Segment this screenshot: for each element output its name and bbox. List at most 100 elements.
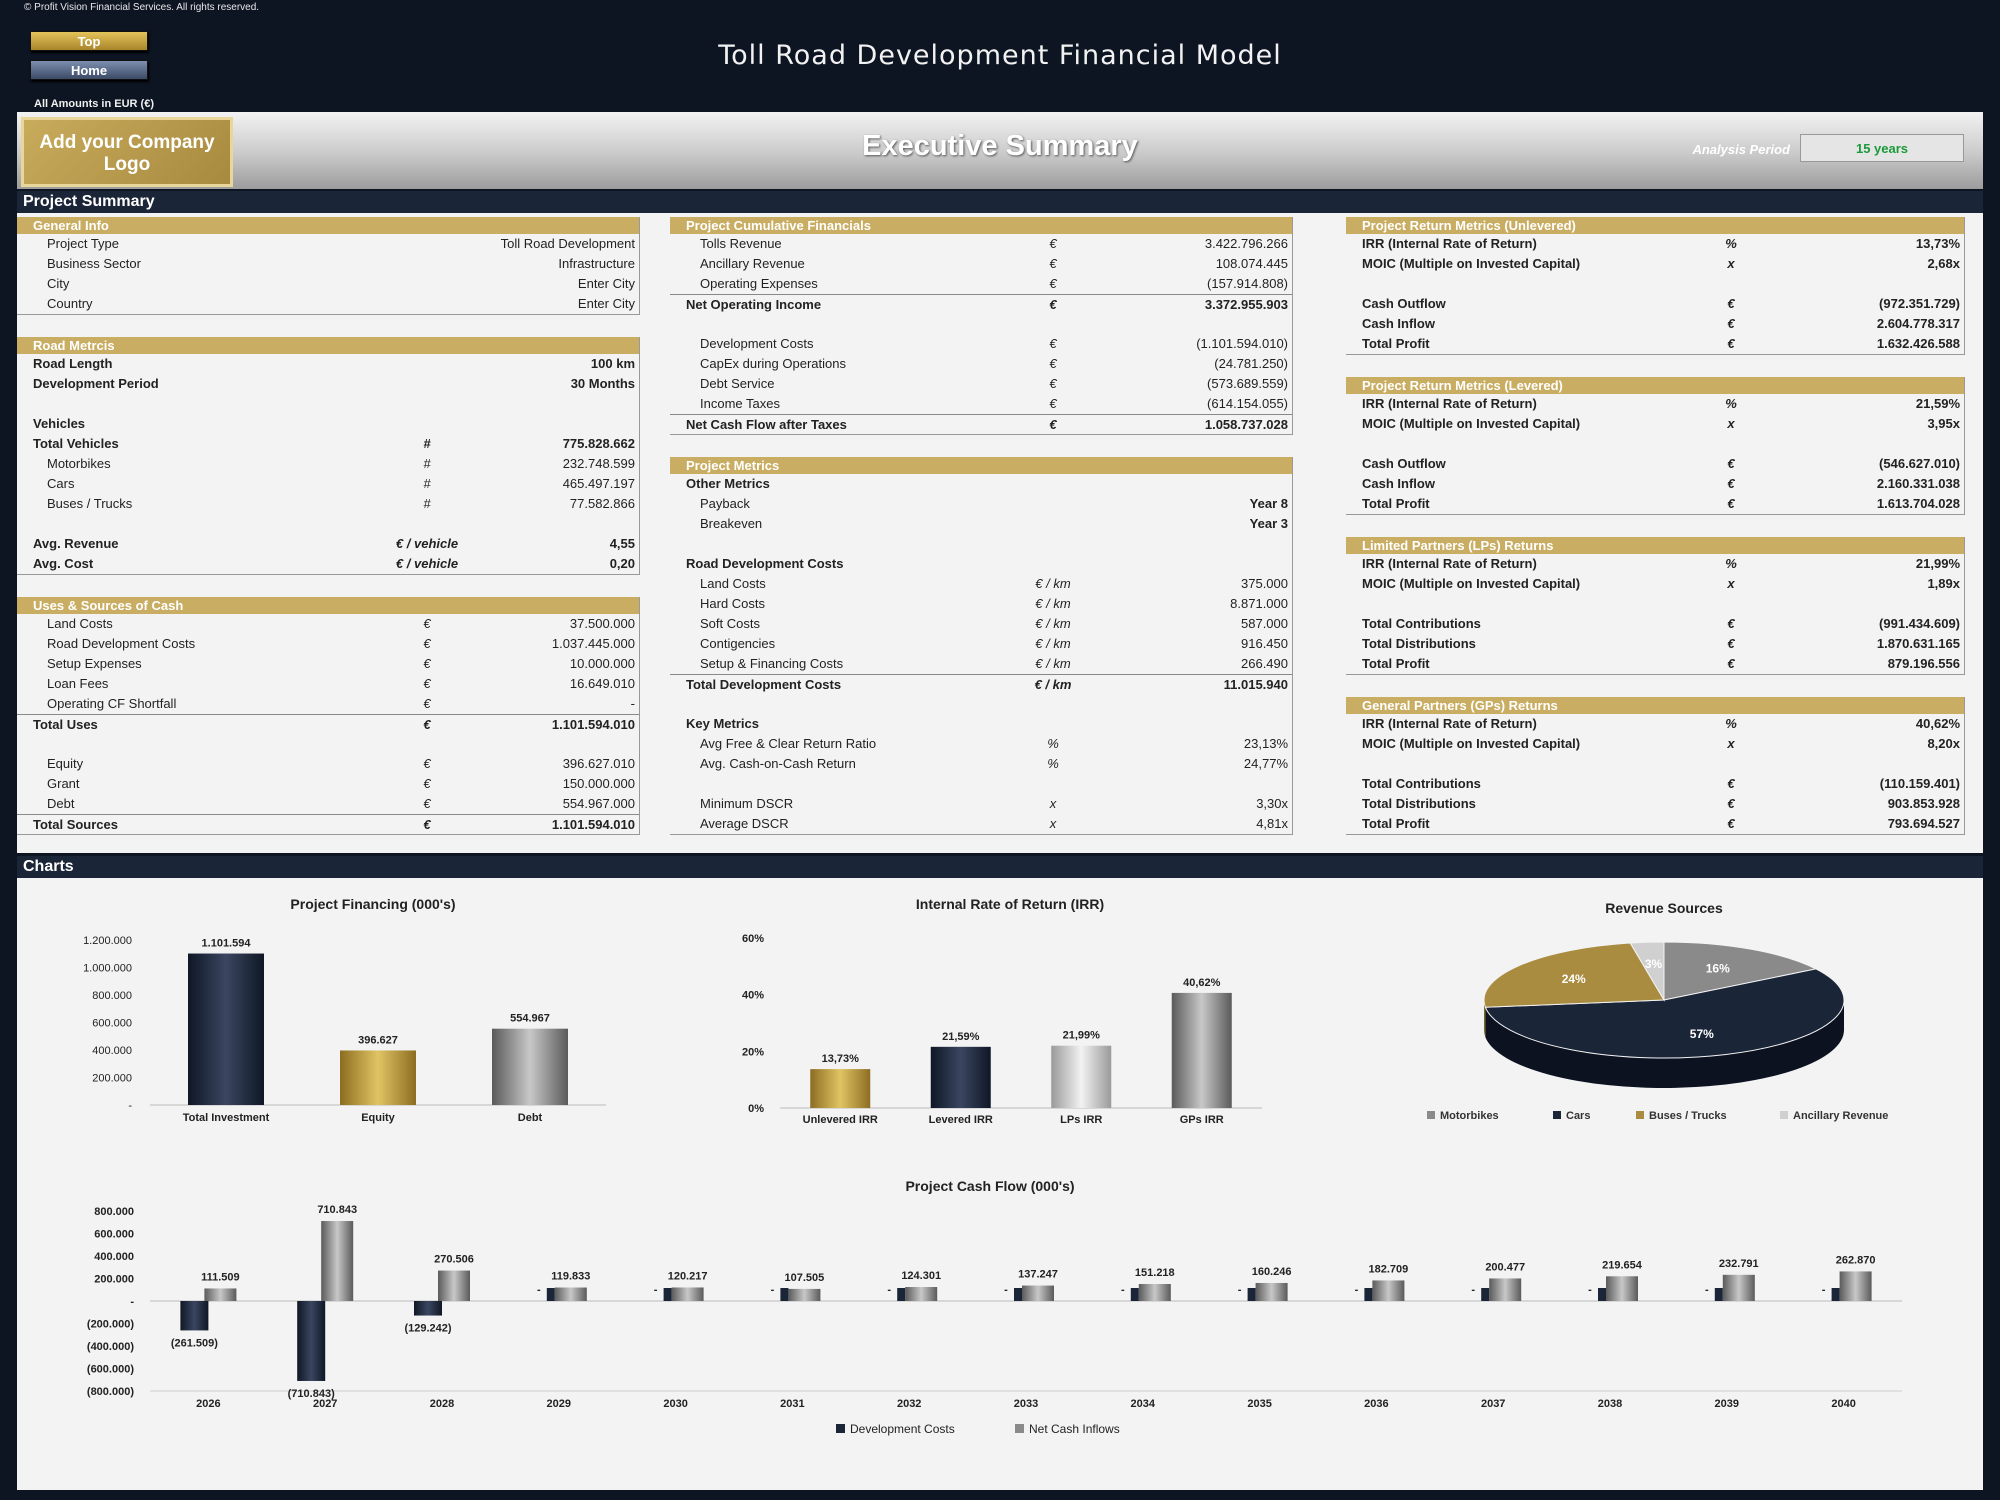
company-logo-placeholder[interactable]: Add your Company Logo [21, 117, 233, 187]
bar [1171, 992, 1232, 1108]
bar-development-costs [297, 1301, 326, 1381]
row-label: Development Costs [700, 336, 814, 351]
row-label: Debt [47, 796, 75, 811]
row-unit: € / vehicle [395, 536, 459, 551]
row-unit: € [1049, 297, 1057, 312]
row-label: Total Uses [33, 717, 98, 732]
summary-row: Total Profit €1.632.426.588 [1346, 334, 1964, 354]
row-unit: € [1727, 456, 1735, 471]
row-value: 1.101.594.010 [551, 817, 635, 832]
bar-development-costs [1831, 1288, 1840, 1301]
legend-label: Development Costs [850, 1422, 955, 1436]
row-value: 11.015.940 [1223, 677, 1288, 692]
row-label: IRR (Internal Rate of Return) [1362, 396, 1537, 411]
legend-swatch [1427, 1111, 1435, 1119]
summary-row: Business Sector Infrastructure [17, 254, 639, 274]
data-label: 396.627 [358, 1034, 398, 1046]
row-value: Toll Road Development [500, 236, 635, 251]
row-unit: € [1727, 776, 1735, 791]
data-label: - [1471, 1284, 1475, 1296]
y-tick-label: 400.000 [92, 1045, 132, 1057]
chart-title: Revenue Sources [1605, 900, 1723, 916]
row-value: 1.632.426.588 [1876, 336, 1960, 351]
row-label: IRR (Internal Rate of Return) [1362, 236, 1537, 251]
x-tick-label: GPs IRR [1180, 1114, 1224, 1126]
bar-net-cash-inflows [1606, 1276, 1638, 1301]
row-value: 108.074.445 [1215, 256, 1288, 271]
summary-row: IRR (Internal Rate of Return)% 13,73% [1346, 234, 1964, 254]
data-label: - [1121, 1284, 1125, 1296]
row-label: Hard Costs [700, 596, 766, 611]
row-value: 3,95x [1927, 416, 1960, 431]
pie-label: 57% [1690, 1027, 1714, 1041]
row-label: Tolls Revenue [700, 236, 782, 251]
bar-development-costs [1714, 1288, 1723, 1301]
top-button[interactable]: Top [30, 31, 148, 51]
row-unit: x [1727, 416, 1735, 431]
analysis-period-input[interactable]: 15 years [1800, 134, 1964, 162]
project-summary-panel [17, 213, 1983, 853]
summary-row: Cash Outflow € (972.351.729) [1346, 294, 1964, 314]
row-value: 23,13% [1243, 736, 1288, 751]
row-unit: € [1049, 336, 1057, 351]
row-unit: € [423, 656, 431, 671]
x-tick-label: 2027 [313, 1398, 337, 1410]
pie-slice [1629, 941, 1665, 1002]
row-value: 879.196.556 [1887, 656, 1960, 671]
data-label: - [1004, 1284, 1008, 1296]
summary-row: Other Metrics [670, 474, 1292, 494]
bar-development-costs [1364, 1288, 1373, 1301]
x-tick-label: 2035 [1247, 1398, 1271, 1410]
pie-slice [1483, 942, 1665, 1008]
home-button[interactable]: Home [30, 60, 148, 80]
bar-net-cash-inflows [321, 1221, 354, 1301]
row-value: 465.497.197 [562, 476, 635, 491]
row-label: Ancillary Revenue [700, 256, 805, 271]
row-unit: € [1727, 796, 1735, 811]
summary-row: Setup Expenses €10.000.000 [17, 654, 639, 674]
box-title: Project Return Metrics (Unlevered) [1346, 217, 1964, 234]
row-value: 1.870.631.165 [1876, 636, 1960, 651]
bar-net-cash-inflows [788, 1288, 821, 1301]
row-label: CapEx during Operations [700, 356, 846, 371]
box-title: Project Cumulative Financials [670, 217, 1292, 234]
row-value: 1.058.737.028 [1204, 417, 1288, 432]
summary-row: MOIC (Multiple on Invested Capital) x 3,95… [1346, 414, 1964, 434]
row-unit: € [1049, 276, 1057, 291]
row-label: Cash Inflow [1362, 476, 1435, 491]
summary-row: Project Type Toll Road Development [17, 234, 639, 254]
row-unit: € [1049, 356, 1057, 371]
row-label: Cash Inflow [1362, 316, 1435, 331]
row-value: Enter City [577, 296, 635, 311]
y-tick-label: (200.000) [87, 1319, 134, 1331]
chart-title: Project Cash Flow (000's) [905, 1178, 1074, 1194]
row-value: 4,55 [609, 536, 635, 551]
y-tick-label: 0% [748, 1103, 764, 1115]
chart-title: Internal Rate of Return (IRR) [916, 896, 1104, 912]
row-label: Total Vehicles [33, 436, 119, 451]
row-value: (972.351.729) [1879, 296, 1960, 311]
summary-row: Net Cash Flow after Taxes €1.058.737.028 [670, 414, 1292, 434]
row-label: MOIC (Multiple on Invested Capital) [1362, 576, 1581, 591]
row-label: Operating CF Shortfall [47, 696, 177, 711]
summary-row: Payback Year 8 [670, 494, 1292, 514]
x-tick-label: 2033 [1014, 1398, 1038, 1410]
row-label: City [47, 276, 70, 291]
legend-label: Ancillary Revenue [1793, 1110, 1888, 1122]
bar-net-cash-inflows [554, 1287, 587, 1301]
row-unit: € [1727, 496, 1735, 511]
row-value: - [630, 696, 635, 711]
data-label: (261.509) [171, 1337, 218, 1349]
row-unit: % [1725, 556, 1737, 571]
row-unit: € [1727, 616, 1735, 631]
currency-note: All Amounts in EUR (€) [34, 98, 154, 110]
legend-swatch [1015, 1424, 1024, 1433]
row-unit: € [423, 616, 431, 631]
row-value: 21,59% [1915, 396, 1960, 411]
bar-net-cash-inflows [1722, 1274, 1755, 1301]
summary-row: Equity €396.627.010 [17, 754, 639, 774]
bar-development-costs [897, 1288, 906, 1301]
pie-label: 24% [1562, 972, 1586, 986]
row-unit: € [423, 717, 431, 732]
summary-row: Net Operating Income €3.372.955.903 [670, 294, 1292, 314]
